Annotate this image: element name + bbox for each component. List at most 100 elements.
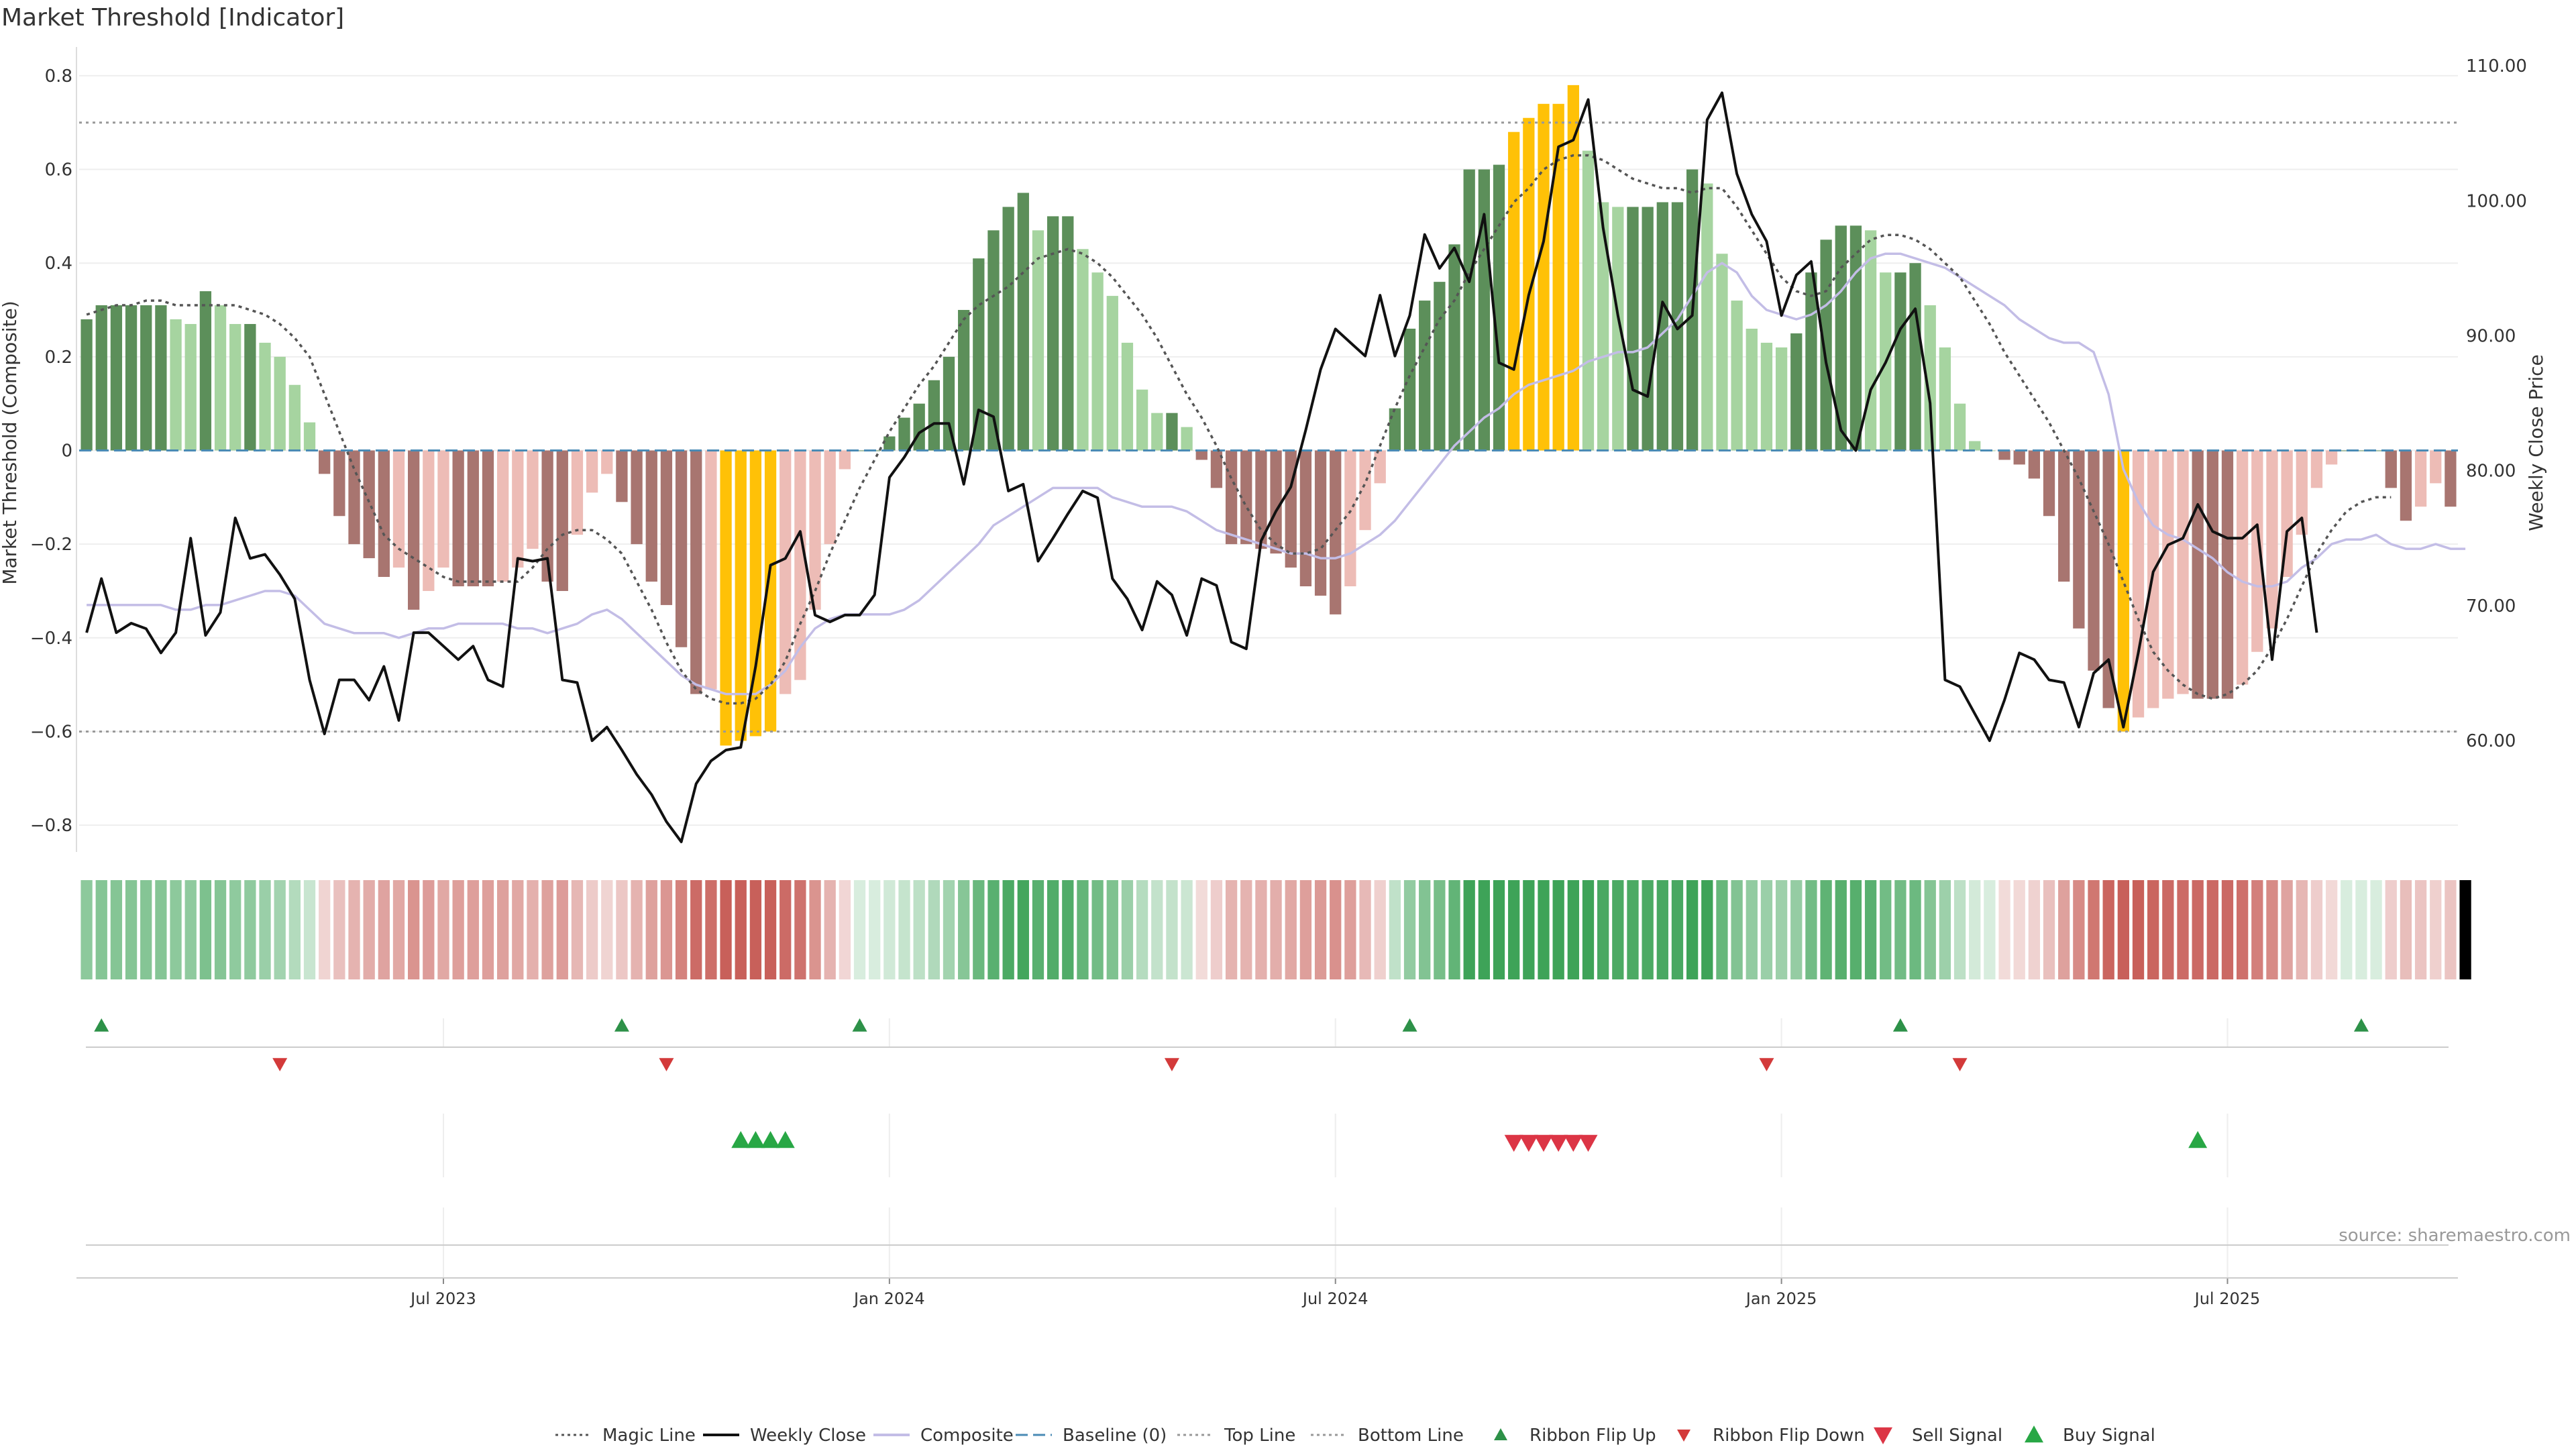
composite-bar (170, 319, 182, 451)
sell-signal-marker (1578, 1134, 1598, 1152)
composite-bar (1210, 450, 1223, 488)
y2-tick-label: 60.00 (2466, 731, 2516, 751)
sell-signal-marker (1564, 1134, 1583, 1152)
strip-cell (1953, 880, 1966, 979)
composite-bar (1270, 450, 1282, 554)
composite-bar (2102, 450, 2114, 708)
composite-bar (1790, 333, 1803, 451)
strip-cell (987, 880, 1000, 979)
strip-cell (2147, 880, 2159, 979)
composite-bar (705, 450, 717, 690)
composite-bar (80, 319, 93, 451)
composite-bar (527, 450, 539, 549)
strip-cell (764, 880, 777, 979)
composite-bar (2385, 450, 2397, 488)
composite-bar (2117, 450, 2129, 732)
strip-cell (1894, 880, 1907, 979)
legend-label: Composite (920, 1426, 1014, 1446)
composite-bar (1493, 164, 1505, 451)
strip-cell (2102, 880, 2114, 979)
strip-cell (1656, 880, 1668, 979)
strip-cell (1508, 880, 1520, 979)
composite-bar (2445, 450, 2457, 507)
strip-cell (645, 880, 657, 979)
strip-cell (1106, 880, 1118, 979)
strip-cell (2310, 880, 2323, 979)
chart-title: Market Threshold [Indicator] (1, 4, 344, 32)
signal-panels (94, 1018, 2369, 1152)
composite-bar (140, 305, 152, 451)
strip-cell (363, 880, 375, 979)
ribbon-flip-down-marker (272, 1058, 288, 1071)
strip-cell (2445, 880, 2457, 979)
composite-bar (1359, 450, 1371, 531)
composite-bar (2400, 450, 2412, 521)
composite-bar (1864, 230, 1877, 451)
composite-bar (1314, 450, 1327, 596)
y2-tick-label: 90.00 (2466, 326, 2516, 346)
strip-cell (943, 880, 955, 979)
strip-cell (1582, 880, 1595, 979)
y-tick-label: 0 (61, 441, 72, 462)
composite-bar (1627, 207, 1639, 451)
composite-bar (1419, 301, 1431, 451)
strip-cell (452, 880, 464, 979)
legend-swatch (2025, 1426, 2043, 1443)
composite-bar (601, 450, 613, 474)
strip-cell (333, 880, 345, 979)
strip-cell (1403, 880, 1416, 979)
composite-bar (749, 450, 762, 737)
strip-cell (586, 880, 598, 979)
x-tick-label: Jan 2025 (1745, 1289, 1817, 1308)
composite-bar (1240, 450, 1252, 545)
strip-cell (1344, 880, 1356, 979)
ribbon-flip-down-marker (1952, 1058, 1968, 1071)
composite-bar (1299, 450, 1312, 586)
strip-cell (794, 880, 806, 979)
strip-cell (2281, 880, 2293, 979)
composite-bar (95, 305, 107, 451)
strip-cell (1463, 880, 1475, 979)
composite-bar (1195, 450, 1208, 460)
composite-bar (1582, 150, 1595, 451)
composite-bar (1820, 239, 1832, 451)
y-axis-label: Market Threshold (Composite) (0, 301, 21, 584)
composite-bar (556, 450, 568, 591)
composite-bar (378, 450, 390, 578)
strip-cell (155, 880, 167, 979)
composite-bar (1181, 427, 1193, 451)
legend-label: Weekly Close (750, 1426, 866, 1446)
composite-bar (1136, 389, 1148, 451)
composite-bar (1032, 230, 1044, 451)
composite-bar (1924, 305, 1936, 451)
strip-cell (229, 880, 241, 979)
strip-cell (1032, 880, 1044, 979)
ribbon-flip-down-marker (1164, 1058, 1179, 1071)
strip-cell (601, 880, 613, 979)
strip-cell (140, 880, 152, 979)
composite-bar (2073, 450, 2085, 629)
strip-cell (2355, 880, 2367, 979)
strip-cell (749, 880, 762, 979)
legend-label: Buy Signal (2063, 1426, 2155, 1446)
x-tick-label: Jul 2023 (409, 1289, 476, 1308)
composite-bar (1508, 131, 1520, 451)
composite-bar (1775, 347, 1788, 451)
legend-label: Top Line (1224, 1426, 1295, 1446)
strip-cell (973, 880, 985, 979)
composite-bar (541, 450, 553, 582)
composite-bar (1047, 216, 1059, 451)
strip-cell (2192, 880, 2204, 979)
strip-cell (1686, 880, 1699, 979)
composite-bar (184, 323, 197, 451)
composite-bar (2013, 450, 2025, 465)
legend-label: Ribbon Flip Up (1529, 1426, 1656, 1446)
strip-cell (259, 880, 271, 979)
x-tick-label: Jul 2024 (1301, 1289, 1368, 1308)
ribbon-flip-down-marker (659, 1058, 674, 1071)
composite-bar (1403, 328, 1416, 451)
composite-bar (2206, 450, 2218, 699)
sell-signal-marker (1549, 1134, 1568, 1152)
strip-cell (2370, 880, 2382, 979)
strip-cell (705, 880, 717, 979)
